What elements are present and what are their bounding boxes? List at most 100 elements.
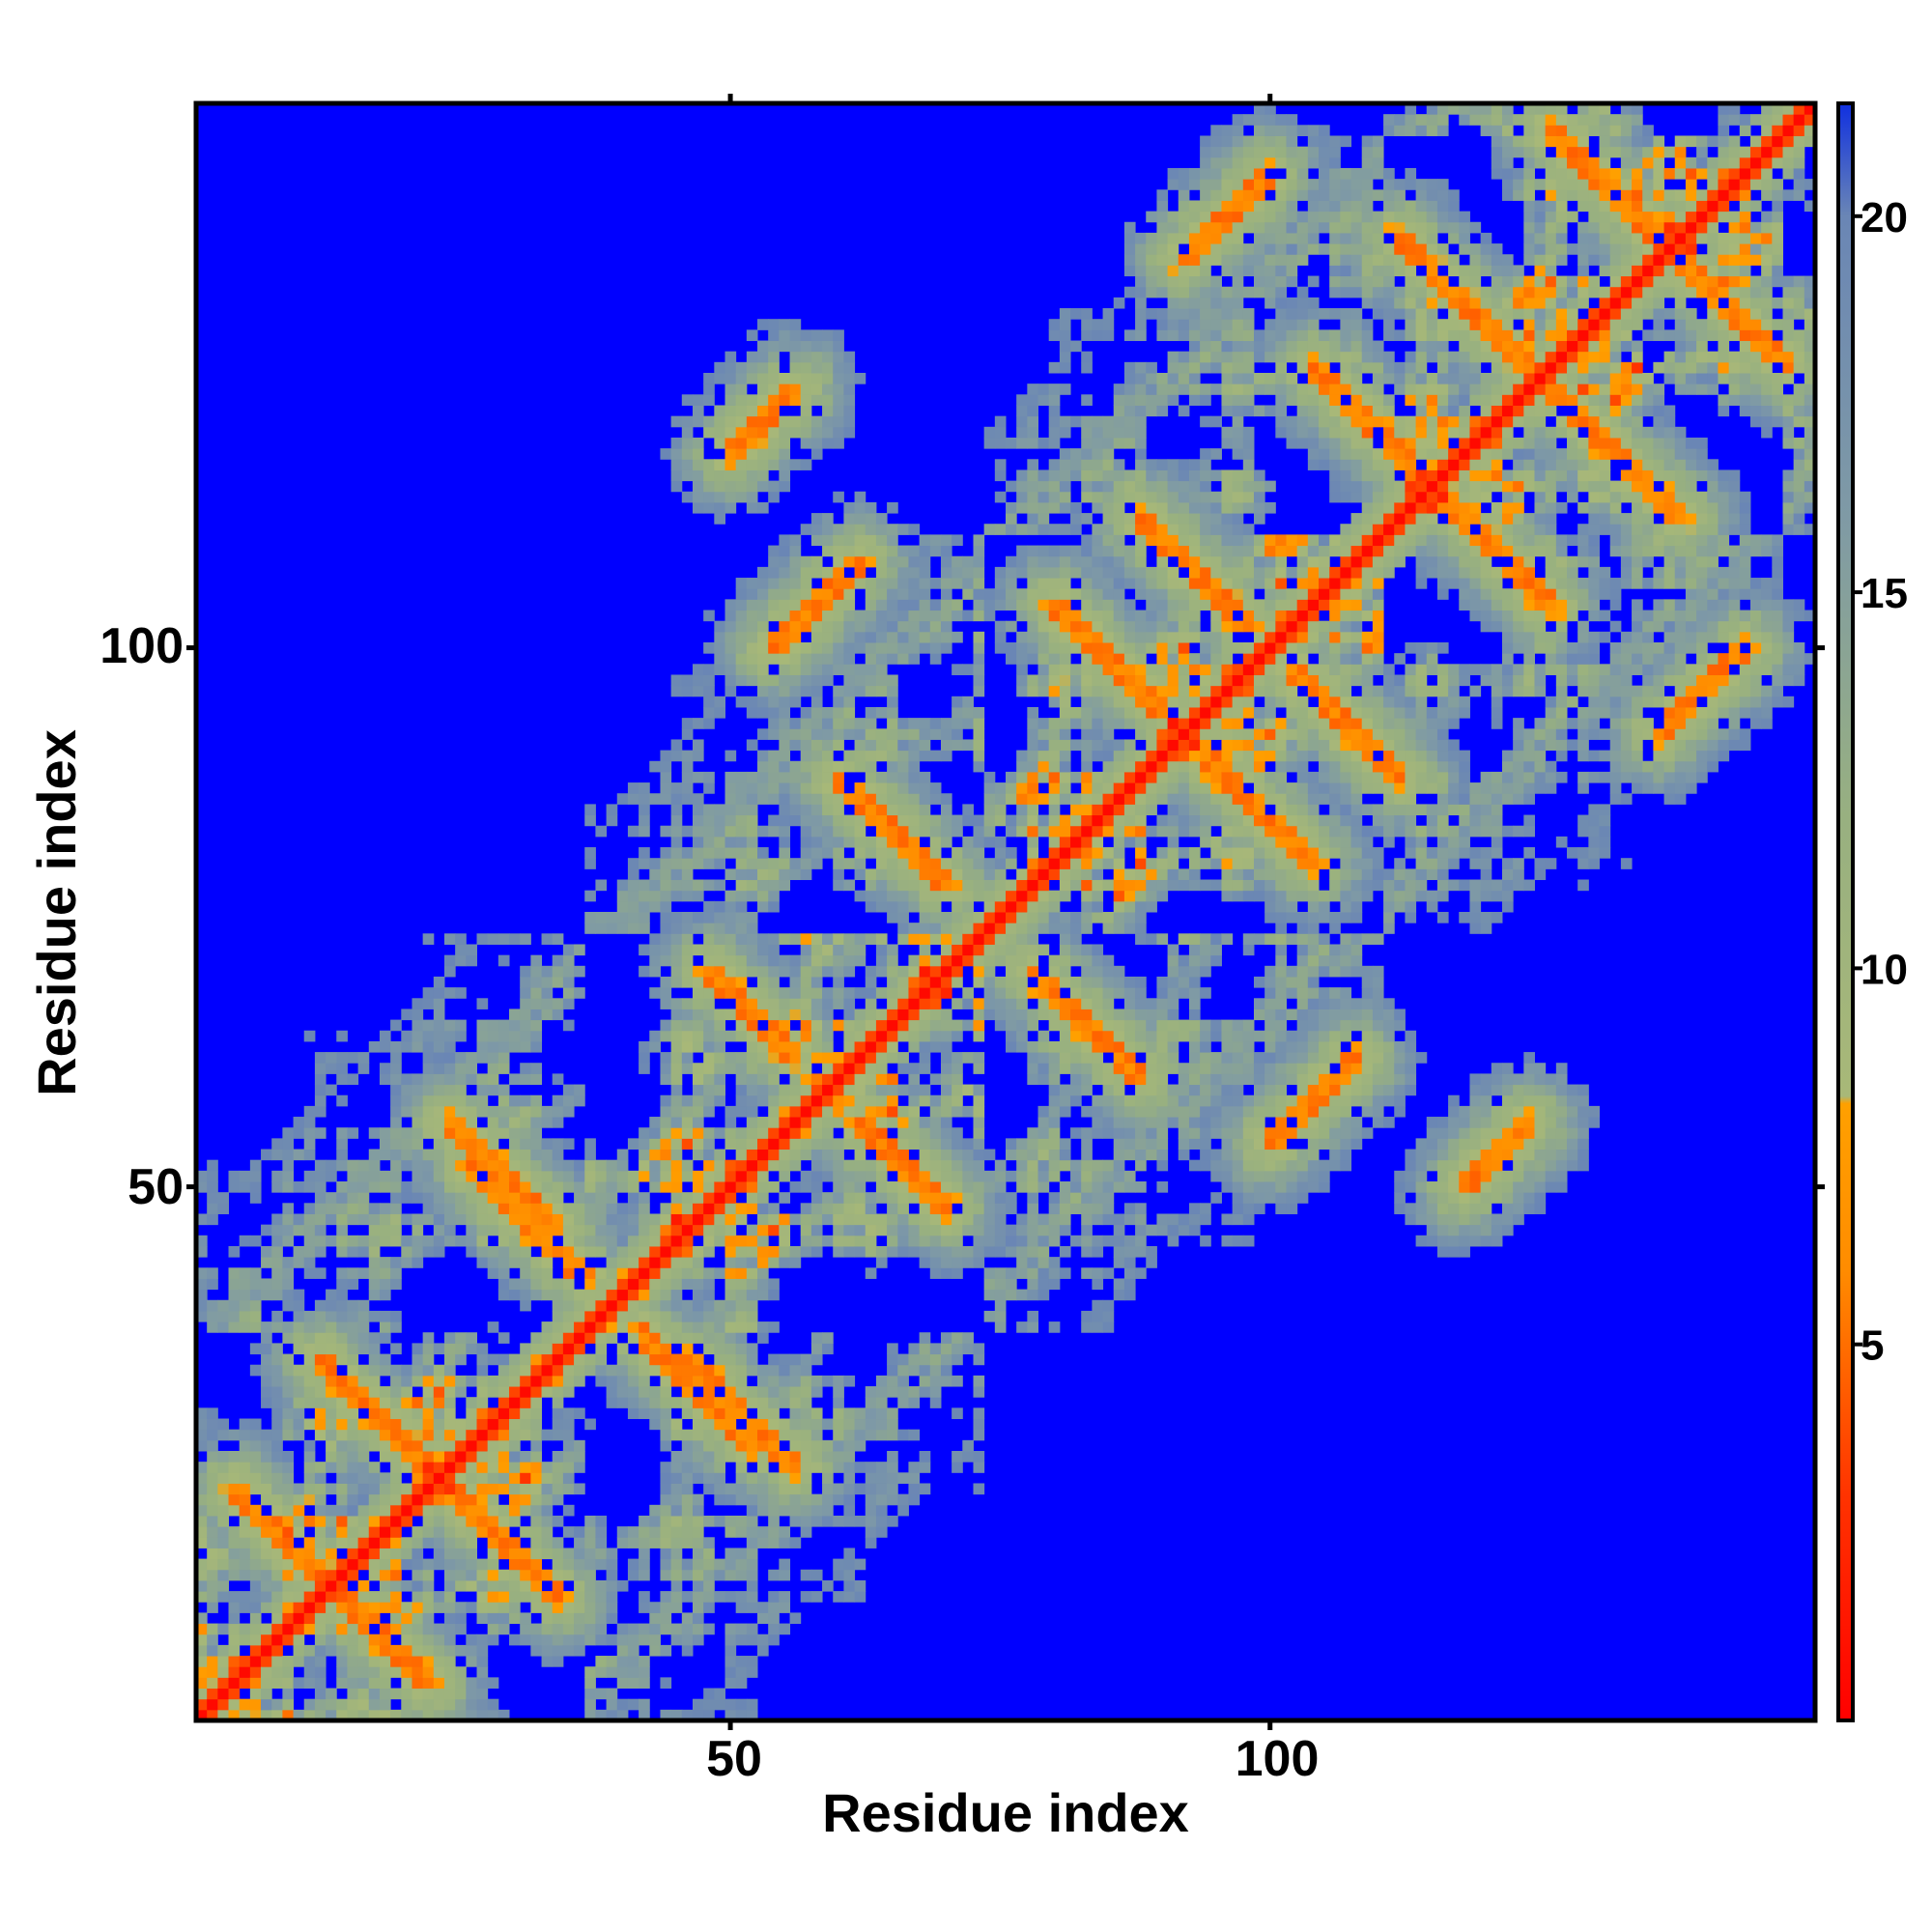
heatmap-cell bbox=[681, 998, 694, 1009]
heatmap-cell bbox=[973, 750, 985, 762]
heatmap-cell bbox=[670, 825, 683, 838]
heatmap-cell bbox=[412, 1462, 424, 1473]
heatmap-cell bbox=[574, 1203, 585, 1214]
heatmap-cell bbox=[541, 1612, 554, 1625]
heatmap-cell bbox=[606, 1634, 618, 1646]
heatmap-cell bbox=[779, 1375, 791, 1387]
heatmap-cell bbox=[271, 1245, 283, 1258]
heatmap-cell bbox=[271, 1579, 283, 1592]
heatmap-cell bbox=[908, 782, 921, 794]
heatmap-cell bbox=[1070, 1235, 1082, 1247]
heatmap-cell bbox=[606, 1257, 618, 1268]
heatmap-cell bbox=[681, 1343, 694, 1355]
heatmap-cell bbox=[239, 1591, 251, 1603]
heatmap-cell bbox=[520, 1472, 531, 1484]
heatmap-cell bbox=[714, 1170, 725, 1182]
heatmap-cell bbox=[443, 1397, 456, 1408]
heatmap-cell bbox=[627, 1353, 639, 1366]
heatmap-cell bbox=[779, 1537, 791, 1548]
heatmap-cell bbox=[681, 1569, 694, 1581]
heatmap-cell bbox=[552, 1213, 564, 1226]
heatmap-cell bbox=[822, 814, 834, 827]
heatmap-cell bbox=[865, 1235, 877, 1247]
heatmap-cell bbox=[487, 1084, 499, 1096]
heatmap-cell bbox=[336, 1666, 348, 1678]
heatmap-cell bbox=[660, 1709, 672, 1721]
heatmap-cell bbox=[249, 1289, 262, 1301]
heatmap-cell bbox=[724, 1321, 737, 1333]
heatmap-cell bbox=[639, 1213, 650, 1226]
heatmap-cell bbox=[897, 578, 909, 589]
heatmap-cell bbox=[412, 1493, 424, 1506]
heatmap-cell bbox=[1006, 501, 1017, 514]
heatmap-cell bbox=[1027, 923, 1039, 934]
heatmap-cell bbox=[940, 1375, 952, 1387]
heatmap-cell bbox=[1037, 739, 1050, 752]
heatmap-cell bbox=[746, 847, 758, 859]
heatmap-cell bbox=[314, 1677, 327, 1690]
heatmap-cell bbox=[757, 653, 769, 665]
heatmap-cell bbox=[810, 1439, 823, 1452]
heatmap-cell bbox=[875, 653, 888, 665]
heatmap-cell bbox=[627, 879, 639, 892]
heatmap-cell bbox=[768, 868, 780, 881]
heatmap-cell bbox=[789, 814, 802, 827]
heatmap-cell bbox=[196, 1526, 208, 1538]
heatmap-cell bbox=[530, 1289, 543, 1301]
heatmap-cell bbox=[357, 1235, 370, 1247]
heatmap-cell bbox=[552, 1397, 564, 1408]
heatmap-cell bbox=[530, 1537, 543, 1548]
heatmap-cell bbox=[746, 1019, 758, 1032]
heatmap-cell bbox=[314, 1558, 327, 1571]
heatmap-cell bbox=[810, 739, 823, 752]
heatmap-cell bbox=[293, 1623, 305, 1635]
heatmap-cell bbox=[303, 1558, 316, 1571]
heatmap-cell bbox=[261, 1332, 272, 1344]
heatmap-cell bbox=[908, 566, 921, 579]
heatmap-cell bbox=[433, 1105, 445, 1118]
heatmap-cell bbox=[520, 1493, 531, 1506]
heatmap-cell bbox=[217, 1591, 230, 1603]
heatmap-cell bbox=[919, 545, 931, 557]
heatmap-cell bbox=[282, 1321, 295, 1333]
heatmap-cell bbox=[810, 825, 823, 838]
heatmap-cell bbox=[412, 1656, 424, 1667]
heatmap-cell bbox=[897, 599, 909, 611]
heatmap-cell bbox=[843, 426, 856, 439]
heatmap-cell bbox=[314, 1472, 327, 1484]
heatmap-cell bbox=[336, 1094, 348, 1107]
heatmap-cell bbox=[887, 739, 898, 752]
heatmap-cell bbox=[692, 890, 704, 902]
heatmap-cell bbox=[1027, 1289, 1039, 1301]
heatmap-cell bbox=[606, 1289, 618, 1301]
heatmap-cell bbox=[994, 900, 1007, 913]
heatmap-cell bbox=[487, 1073, 499, 1086]
heatmap-cell bbox=[455, 1073, 467, 1086]
heatmap-cell bbox=[649, 1149, 661, 1161]
heatmap-cell bbox=[422, 933, 435, 945]
heatmap-cell bbox=[692, 1407, 704, 1420]
heatmap-cell bbox=[303, 1483, 316, 1495]
heatmap-cell bbox=[1059, 760, 1071, 773]
heatmap-cell bbox=[207, 1504, 218, 1517]
heatmap-cell bbox=[887, 642, 898, 654]
heatmap-cell bbox=[822, 1040, 834, 1053]
heatmap-cell bbox=[455, 1192, 467, 1204]
heatmap-cell bbox=[466, 1063, 477, 1074]
heatmap-cell bbox=[401, 1558, 412, 1571]
heatmap-cell bbox=[779, 1138, 791, 1151]
heatmap-cell bbox=[476, 1451, 489, 1463]
heatmap-cell bbox=[1070, 1181, 1082, 1193]
heatmap-cell bbox=[552, 1537, 564, 1548]
heatmap-cell bbox=[983, 804, 996, 816]
heatmap-cell bbox=[271, 1353, 283, 1366]
heatmap-cell bbox=[1070, 1192, 1082, 1204]
heatmap-cell bbox=[422, 1407, 435, 1420]
heatmap-cell bbox=[466, 1709, 477, 1721]
heatmap-cell bbox=[660, 923, 672, 934]
heatmap-cell bbox=[639, 1267, 650, 1279]
heatmap-cell bbox=[810, 1030, 823, 1042]
heatmap-cell bbox=[822, 987, 834, 999]
heatmap-cell bbox=[897, 1493, 909, 1506]
heatmap-cell bbox=[843, 1159, 856, 1172]
